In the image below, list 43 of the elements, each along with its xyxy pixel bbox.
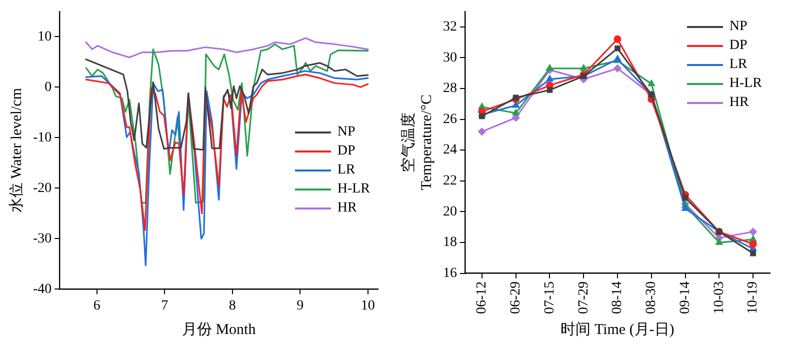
y-tick-label: 18 [443, 235, 457, 250]
x-axis-title: 时间 Time (月-日) [560, 320, 674, 338]
y-tick-label: 10 [38, 29, 52, 44]
x-tick-label: 06-29 [508, 281, 524, 314]
y-tick-label: 20 [443, 204, 457, 220]
legend-label: NP [729, 18, 748, 35]
x-tick-label: 7 [161, 298, 168, 314]
y-tick-label: 22 [443, 174, 457, 189]
y-tick-label: -10 [32, 130, 52, 146]
legend-label: H-LR [337, 181, 370, 198]
legend-label: HR [337, 200, 357, 216]
x-tick-label: 07-29 [576, 281, 592, 314]
legend-label: DP [729, 38, 748, 54]
y-tick-label: 26 [443, 112, 457, 127]
x-tick-label: 08-14 [610, 281, 626, 314]
y-tick-label: 16 [443, 266, 457, 282]
y-tick-label: 30 [443, 50, 457, 66]
x-tick-label: 06-12 [474, 281, 490, 314]
y-tick-label: 24 [443, 142, 457, 158]
x-tick-label: 10 [360, 298, 375, 314]
x-tick-label: 8 [228, 298, 236, 314]
legend-label: DP [337, 143, 356, 160]
legend-label: H-LR [729, 76, 762, 92]
x-tick-label: 08-30 [644, 281, 660, 314]
x-tick-label: 10-19 [746, 281, 761, 314]
y-tick-label: -30 [32, 231, 52, 246]
legend-label: NP [337, 124, 356, 140]
y-tick-label: -20 [32, 180, 52, 196]
legend-label: LR [729, 56, 748, 73]
y-tick-label: -40 [32, 282, 52, 297]
x-tick-label: 6 [93, 298, 100, 314]
y-axis-title: 水位 Water level/cm [8, 88, 25, 213]
y-axis-title: 空气温度 Temperature/°C [400, 94, 435, 190]
x-axis-title: 月份 Month [182, 322, 256, 338]
y-tick-label: 28 [443, 81, 457, 96]
x-tick-label: 09-14 [678, 281, 693, 314]
x-tick-label: 07-15 [542, 281, 558, 314]
y-tick-label: 32 [443, 19, 457, 34]
legend-label: HR [729, 94, 749, 111]
y-tick-label: 0 [44, 80, 52, 95]
x-tick-label: 9 [296, 298, 304, 314]
x-tick-label: 10-03 [712, 281, 727, 314]
legend-label: LR [337, 162, 356, 178]
